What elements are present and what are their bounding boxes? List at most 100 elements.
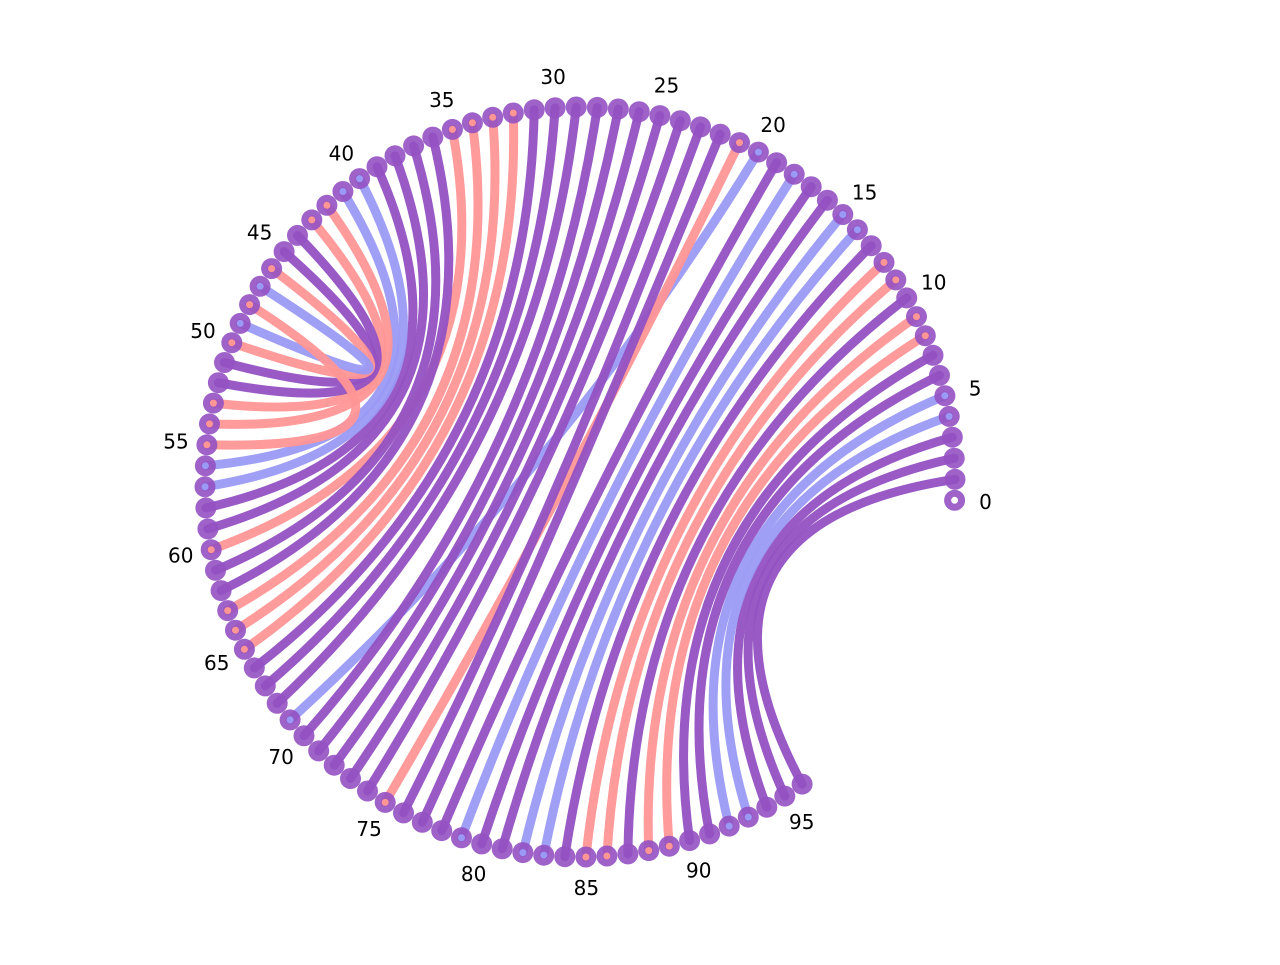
node-47 — [249, 275, 271, 297]
edge-33-64 — [231, 112, 500, 635]
node-23 — [690, 116, 711, 138]
node-25 — [649, 105, 671, 127]
node-label-75: 75 — [356, 817, 381, 841]
node-7 — [922, 344, 944, 366]
node-90 — [679, 830, 701, 852]
edge-31-66 — [249, 105, 539, 673]
edge-8-89 — [662, 331, 930, 851]
node-label-80: 80 — [461, 862, 486, 886]
node-94 — [756, 796, 778, 818]
node-95 — [774, 785, 796, 807]
node-39 — [366, 156, 388, 178]
node-54 — [199, 413, 220, 435]
edge-7-90 — [679, 350, 938, 846]
node-label-25: 25 — [654, 73, 679, 97]
edge-13-84 — [560, 241, 876, 862]
edge-4-93 — [721, 411, 954, 822]
node-44 — [287, 224, 308, 246]
edge-9-88 — [643, 312, 921, 856]
node-50 — [221, 332, 243, 354]
node-17 — [800, 176, 822, 198]
edge-16-81 — [497, 195, 832, 854]
node-79 — [451, 827, 472, 849]
edge-18-79 — [457, 169, 799, 843]
node-label-20: 20 — [760, 113, 785, 137]
edge-24-74 — [363, 116, 685, 796]
edge-26-72 — [329, 107, 644, 770]
node-3 — [941, 426, 963, 448]
node-18 — [783, 163, 805, 185]
node-13 — [860, 235, 882, 257]
node-33 — [482, 106, 504, 128]
edge-30-67 — [260, 103, 560, 691]
node-59 — [197, 518, 219, 540]
node-51 — [214, 352, 235, 373]
node-78 — [431, 820, 453, 842]
node-49 — [229, 312, 251, 334]
edge-40-57 — [200, 174, 408, 492]
edge-39-58 — [201, 162, 418, 513]
node-48 — [239, 294, 261, 316]
edge-1-96 — [753, 474, 960, 789]
node-16 — [816, 189, 838, 211]
edge-14-83 — [539, 225, 862, 860]
node-74 — [357, 780, 378, 802]
node-86 — [596, 845, 618, 867]
node-93 — [737, 806, 759, 828]
node-9 — [906, 306, 927, 328]
node-8 — [914, 325, 936, 347]
nodes-layer — [194, 96, 966, 868]
edge-6-91 — [694, 370, 944, 839]
node-26 — [628, 101, 650, 123]
node-82 — [512, 842, 534, 864]
edge-27-71 — [314, 104, 623, 756]
edge-3-94 — [733, 432, 957, 812]
node-89 — [658, 835, 680, 857]
node-46 — [261, 258, 283, 280]
node-11 — [885, 269, 907, 291]
node-label-55: 55 — [163, 430, 188, 454]
node-64 — [225, 619, 246, 641]
node-91 — [699, 823, 721, 845]
node-4 — [938, 405, 960, 427]
node-24 — [669, 110, 691, 132]
node-76 — [393, 802, 414, 824]
node-label-0: 0 — [979, 490, 992, 514]
labels-layer: 0 5 10 15 20 25 30 35 40 45 50 55 60 65 70 75 80 85 90 95 — [163, 65, 992, 900]
node-28 — [586, 96, 608, 118]
node-label-5: 5 — [969, 377, 982, 401]
node-73 — [340, 768, 361, 789]
node-29 — [565, 96, 587, 118]
edge-17-80 — [477, 182, 816, 849]
node-32 — [502, 102, 524, 124]
node-27 — [607, 98, 629, 120]
node-label-10: 10 — [921, 271, 946, 295]
node-21 — [729, 132, 750, 154]
node-34 — [461, 112, 483, 134]
edge-11-86 — [602, 275, 901, 861]
node-14 — [846, 219, 868, 241]
node-77 — [411, 811, 433, 833]
node-85 — [575, 846, 597, 868]
node-43 — [301, 209, 323, 231]
node-label-90: 90 — [686, 858, 711, 882]
node-20 — [747, 141, 769, 163]
node-63 — [217, 600, 239, 622]
edge-41-56 — [200, 187, 400, 471]
node-62 — [210, 580, 232, 602]
edge-23-76 — [399, 122, 705, 818]
node-35 — [441, 118, 463, 140]
node-label-95: 95 — [789, 810, 814, 834]
node-45 — [273, 241, 295, 263]
edge-20-69 — [285, 147, 763, 725]
node-57 — [194, 476, 216, 498]
edge-38-59 — [203, 151, 428, 534]
edge-47-49 — [235, 281, 374, 375]
edge-37-61 — [211, 141, 441, 575]
edge-12-85 — [581, 257, 889, 862]
node-2 — [943, 447, 965, 469]
edge-10-87 — [623, 293, 912, 859]
edge-34-63 — [223, 118, 483, 616]
node-87 — [617, 843, 639, 865]
edge-21-75 — [380, 138, 744, 807]
